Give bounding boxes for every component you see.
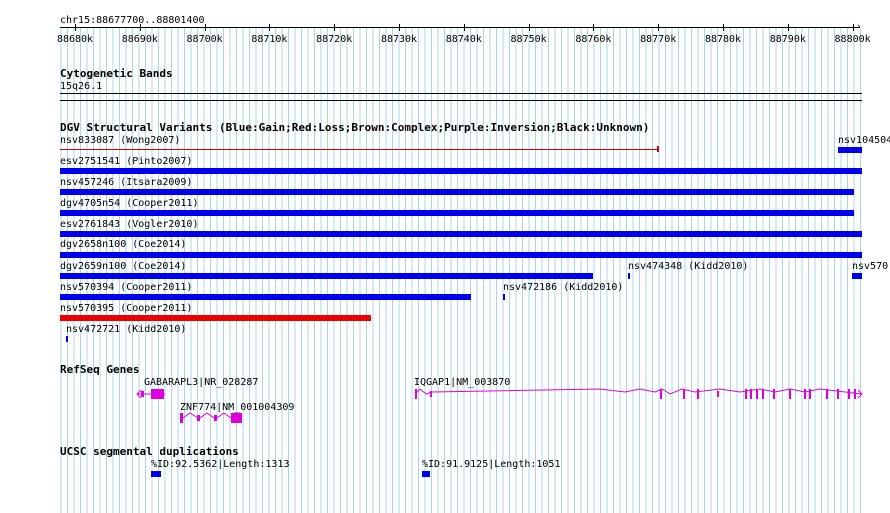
ruler-tick: [139, 24, 141, 31]
ruler-tick: [528, 24, 530, 31]
ruler-tick: [787, 24, 789, 31]
gene-label[interactable]: GABARAPL3|NR_028287: [144, 377, 259, 388]
dgv-label[interactable]: nsv474348 (Kidd2010): [628, 261, 749, 272]
dgv-feature-bar[interactable]: [60, 149, 658, 150]
ruler-tick-label: 88720k: [316, 34, 353, 45]
ruler-tick: [75, 24, 76, 31]
dgv-feature-bar[interactable]: [852, 273, 862, 279]
ruler-tick-label: 88750k: [510, 34, 547, 45]
dgv-label[interactable]: dgv4705n54 (Cooper2011): [60, 198, 199, 209]
refseq-track-title: RefSeq Genes: [60, 363, 140, 376]
ruler-tick-label: 88700k: [186, 34, 223, 45]
dgv-feature-bar[interactable]: [60, 252, 862, 258]
segdup-bar[interactable]: [422, 471, 430, 477]
dgv-feature-end: [657, 146, 659, 152]
ruler-arrow-icon: ›: [856, 22, 862, 32]
dgv-feature-bar[interactable]: [503, 294, 505, 300]
dgv-feature-bar[interactable]: [60, 294, 471, 300]
ruler-tick-label: 88760k: [575, 34, 612, 45]
cytoband-line-top: [60, 93, 862, 94]
ruler-tick: [399, 24, 400, 31]
ruler-tick-label: 88740k: [445, 34, 482, 45]
dgv-feature-bar[interactable]: [628, 273, 630, 279]
ruler-tick: [593, 24, 595, 31]
dgv-label[interactable]: nsv104504: [838, 135, 890, 146]
ruler-tick: [463, 24, 465, 31]
dgv-feature-bar[interactable]: [60, 231, 862, 237]
ruler-tick-label: 88710k: [251, 34, 288, 45]
ruler-tick-label: 88770k: [640, 34, 677, 45]
ruler-tick-label: 88790k: [769, 34, 806, 45]
dgv-label[interactable]: nsv472721 (Kidd2010): [66, 324, 187, 335]
gene-label[interactable]: IQGAP1|NM_003870: [414, 377, 511, 388]
segdup-bar[interactable]: [151, 471, 161, 477]
ruler-tick-label: 88730k: [380, 34, 418, 45]
ruler-tick: [334, 24, 336, 31]
dgv-label[interactable]: dgv2659n100 (Coe2014): [60, 261, 187, 272]
cytoband-track-title: Cytogenetic Bands: [60, 67, 173, 80]
ruler-tick-label: 88690k: [121, 34, 158, 45]
dgv-track-title: DGV Structural Variants (Blue:Gain;Red:L…: [60, 121, 650, 134]
dgv-feature-bar[interactable]: [60, 189, 854, 195]
cytoband-line-bottom: [60, 100, 862, 101]
dgv-label[interactable]: nsv457246 (Itsara2009): [60, 177, 193, 188]
gene-label[interactable]: ZNF774|NM_001004309: [180, 402, 295, 413]
dgv-label[interactable]: nsv570394 (Cooper2011): [60, 282, 193, 293]
ruler-tick: [852, 24, 854, 31]
ruler-axis: [60, 27, 860, 28]
dgv-label[interactable]: dgv2658n100 (Coe2014): [60, 239, 187, 250]
dgv-feature-bar[interactable]: [838, 147, 862, 153]
ruler-tick-label: 88680k: [56, 34, 94, 45]
dgv-feature-bar[interactable]: [66, 336, 68, 342]
dgv-label[interactable]: esv2751541 (Pinto2007): [60, 156, 193, 167]
dgv-label[interactable]: nsv570395 (Cooper2011): [60, 303, 193, 314]
segdup-track-title: UCSC segmental duplications: [60, 445, 239, 458]
ruler-tick: [658, 24, 660, 31]
dgv-label[interactable]: nsv570: [852, 261, 889, 272]
region-label: chr15:88677700..88801400: [60, 15, 205, 26]
dgv-feature-bar[interactable]: [60, 168, 862, 174]
segdup-label[interactable]: %ID:92.5362|Length:1313: [151, 459, 290, 470]
ruler-tick: [204, 24, 206, 31]
ruler-tick: [723, 24, 724, 31]
ruler-tick-label: 88800k: [834, 34, 871, 45]
segdup-label[interactable]: %ID:91.9125|Length:1051: [422, 459, 561, 470]
dgv-feature-bar[interactable]: [60, 210, 854, 216]
ruler-tick-label: 88780k: [704, 34, 742, 45]
dgv-label[interactable]: nsv833087 (Wong2007): [60, 135, 181, 146]
dgv-feature-bar[interactable]: [60, 315, 371, 321]
dgv-feature-bar[interactable]: [60, 273, 593, 279]
cytoband-label: 15q26.1: [60, 81, 103, 92]
ruler-tick: [269, 24, 271, 31]
dgv-label[interactable]: esv2761843 (Vogler2010): [60, 219, 199, 230]
dgv-label[interactable]: nsv472186 (Kidd2010): [503, 282, 624, 293]
